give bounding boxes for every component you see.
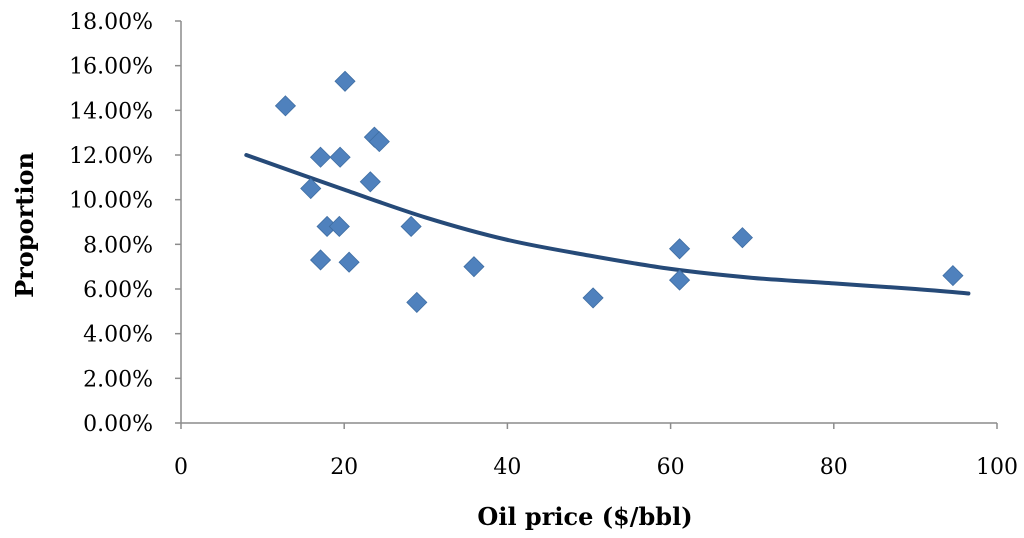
x-tick-label: 20 bbox=[330, 455, 358, 480]
data-point bbox=[329, 146, 351, 168]
data-point bbox=[582, 287, 604, 309]
data-points bbox=[274, 70, 964, 313]
y-tick-label: 4.00% bbox=[83, 323, 153, 348]
trendline-group bbox=[244, 153, 971, 296]
x-axis-title: Oil price ($/bbl) bbox=[477, 502, 692, 531]
y-tick-label: 8.00% bbox=[83, 233, 153, 258]
x-tick-label: 40 bbox=[493, 455, 521, 480]
data-point bbox=[274, 95, 297, 117]
y-tick-label: 18.00% bbox=[69, 10, 153, 35]
data-point bbox=[328, 215, 350, 238]
x-tick-label: 0 bbox=[174, 455, 188, 480]
data-point bbox=[338, 251, 360, 273]
y-tick-label: 14.00% bbox=[69, 99, 153, 124]
x-tick-label: 60 bbox=[657, 455, 685, 480]
data-point bbox=[463, 256, 485, 278]
x-axis-ticks: 0 20 40 60 80 100 bbox=[174, 423, 1018, 480]
y-tick-label: 10.00% bbox=[69, 189, 153, 214]
data-point bbox=[309, 146, 332, 168]
data-point bbox=[359, 171, 381, 193]
y-tick-label: 12.00% bbox=[69, 144, 153, 169]
trendline bbox=[244, 153, 971, 296]
data-point bbox=[406, 291, 428, 313]
data-point bbox=[309, 249, 332, 271]
data-point bbox=[942, 265, 964, 287]
y-axis-title: Proportion bbox=[10, 152, 39, 298]
x-tick-label: 80 bbox=[820, 455, 848, 480]
data-point bbox=[334, 70, 356, 92]
data-point bbox=[669, 238, 691, 260]
y-tick-label: 2.00% bbox=[83, 367, 153, 392]
data-point bbox=[731, 227, 753, 249]
y-tick-label: 16.00% bbox=[69, 55, 153, 80]
data-point bbox=[400, 215, 422, 238]
data-point bbox=[669, 269, 691, 291]
data-point bbox=[368, 131, 390, 153]
y-tick-label: 0.00% bbox=[83, 412, 153, 437]
y-axis-ticks: 0.00% 2.00% 4.00% 6.00% 8.00% 10.00% 12.00% 14.… bbox=[69, 10, 181, 437]
data-point bbox=[300, 177, 322, 200]
y-tick-label: 6.00% bbox=[83, 278, 153, 303]
x-tick-label: 100 bbox=[976, 455, 1018, 480]
